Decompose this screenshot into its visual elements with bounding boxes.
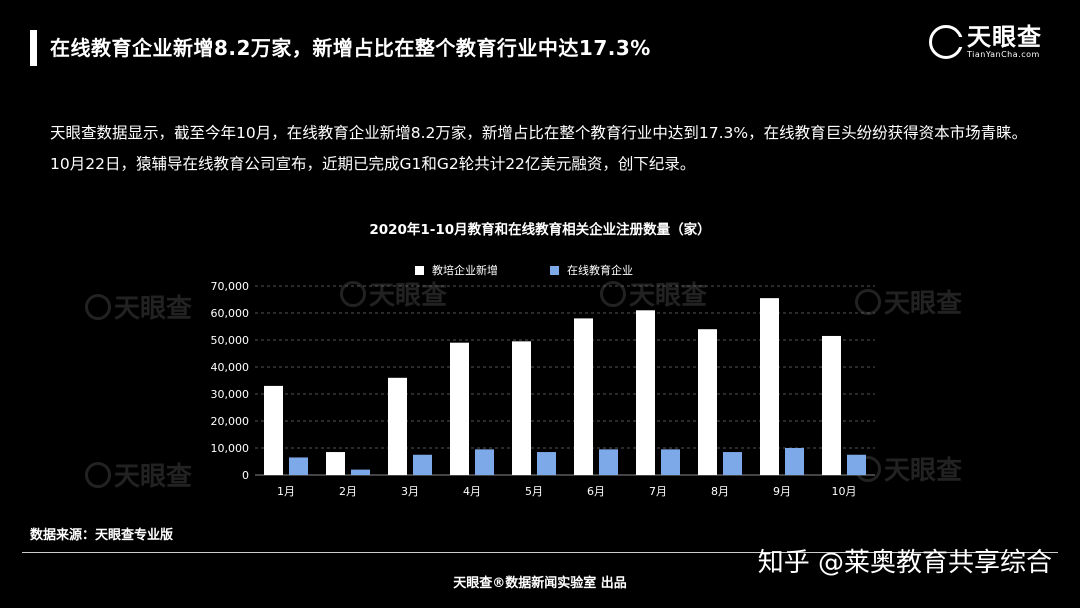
bar-online-education — [351, 469, 370, 475]
x-tick-label: 2月 — [339, 485, 357, 498]
legend-swatch-icon — [550, 265, 559, 275]
chart-legend: 教培企业新增 在线教育企业 — [415, 262, 685, 278]
legend-label: 教培企业新增 — [432, 264, 498, 277]
bar-online-education — [289, 457, 308, 475]
y-tick-label: 30,000 — [211, 388, 250, 401]
legend-item-series-0: 教培企业新增 — [415, 262, 498, 278]
legend-label: 在线教育企业 — [567, 264, 633, 277]
brand-subtitle: TianYanCha.com — [967, 50, 1040, 59]
brand-name: 天眼查 — [967, 23, 1042, 51]
data-source: 数据来源：天眼查专业版 — [30, 528, 174, 543]
title-accent-bar — [30, 30, 37, 66]
y-tick-label: 10,000 — [211, 442, 250, 455]
chart-title: 2020年1-10月教育和在线教育相关企业注册数量（家） — [369, 222, 711, 238]
y-tick-label: 50,000 — [211, 334, 250, 347]
bar-online-education — [661, 449, 680, 475]
x-tick-label: 9月 — [773, 485, 791, 498]
bar-online-education — [847, 454, 866, 475]
y-tick-label: 60,000 — [211, 307, 250, 320]
bar-online-education — [785, 448, 804, 475]
x-tick-label: 4月 — [463, 485, 481, 498]
bar-education — [450, 342, 469, 475]
x-tick-label: 10月 — [832, 485, 857, 498]
intro-paragraph: 天眼查数据显示，截至今年10月，在线教育企业新增8.2万家，新增占比在整个教育行… — [50, 124, 1028, 173]
y-tick-label: 0 — [242, 469, 249, 482]
x-tick-label: 7月 — [649, 485, 667, 498]
bar-education — [574, 318, 593, 475]
x-tick-label: 3月 — [401, 485, 419, 498]
y-tick-label: 20,000 — [211, 415, 250, 428]
bar-online-education — [413, 454, 432, 475]
bar-education — [636, 310, 655, 475]
bar-online-education — [599, 449, 618, 475]
bar-online-education — [723, 452, 742, 475]
x-tick-label: 8月 — [711, 485, 729, 498]
y-tick-label: 70,000 — [211, 280, 250, 293]
tianyancha-logo-icon — [929, 24, 964, 59]
x-tick-label: 1月 — [277, 485, 295, 498]
bar-education — [388, 377, 407, 475]
bar-online-education — [475, 449, 494, 475]
y-tick-label: 40,000 — [211, 361, 250, 374]
legend-swatch-icon — [415, 265, 424, 275]
bar-online-education — [537, 452, 556, 475]
legend-item-series-1: 在线教育企业 — [550, 262, 633, 278]
brand-logo: 天眼查 TianYanCha.com — [929, 24, 1042, 59]
x-tick-label: 5月 — [525, 485, 543, 498]
bar-education — [698, 329, 717, 475]
platform-tag: 知乎 @莱奥教育共享综合 — [757, 548, 1052, 578]
page-title: 在线教育企业新增8.2万家，新增占比在整个教育行业中达17.3% — [50, 36, 651, 60]
bar-education — [760, 298, 779, 475]
bar-education — [822, 335, 841, 475]
bar-education — [512, 341, 531, 475]
footer-divider — [22, 552, 1058, 553]
bar-education — [326, 452, 345, 475]
bar-education — [264, 385, 283, 475]
footer-credit: 天眼查®数据新闻实验室 出品 — [453, 576, 627, 591]
x-tick-label: 6月 — [587, 485, 605, 498]
